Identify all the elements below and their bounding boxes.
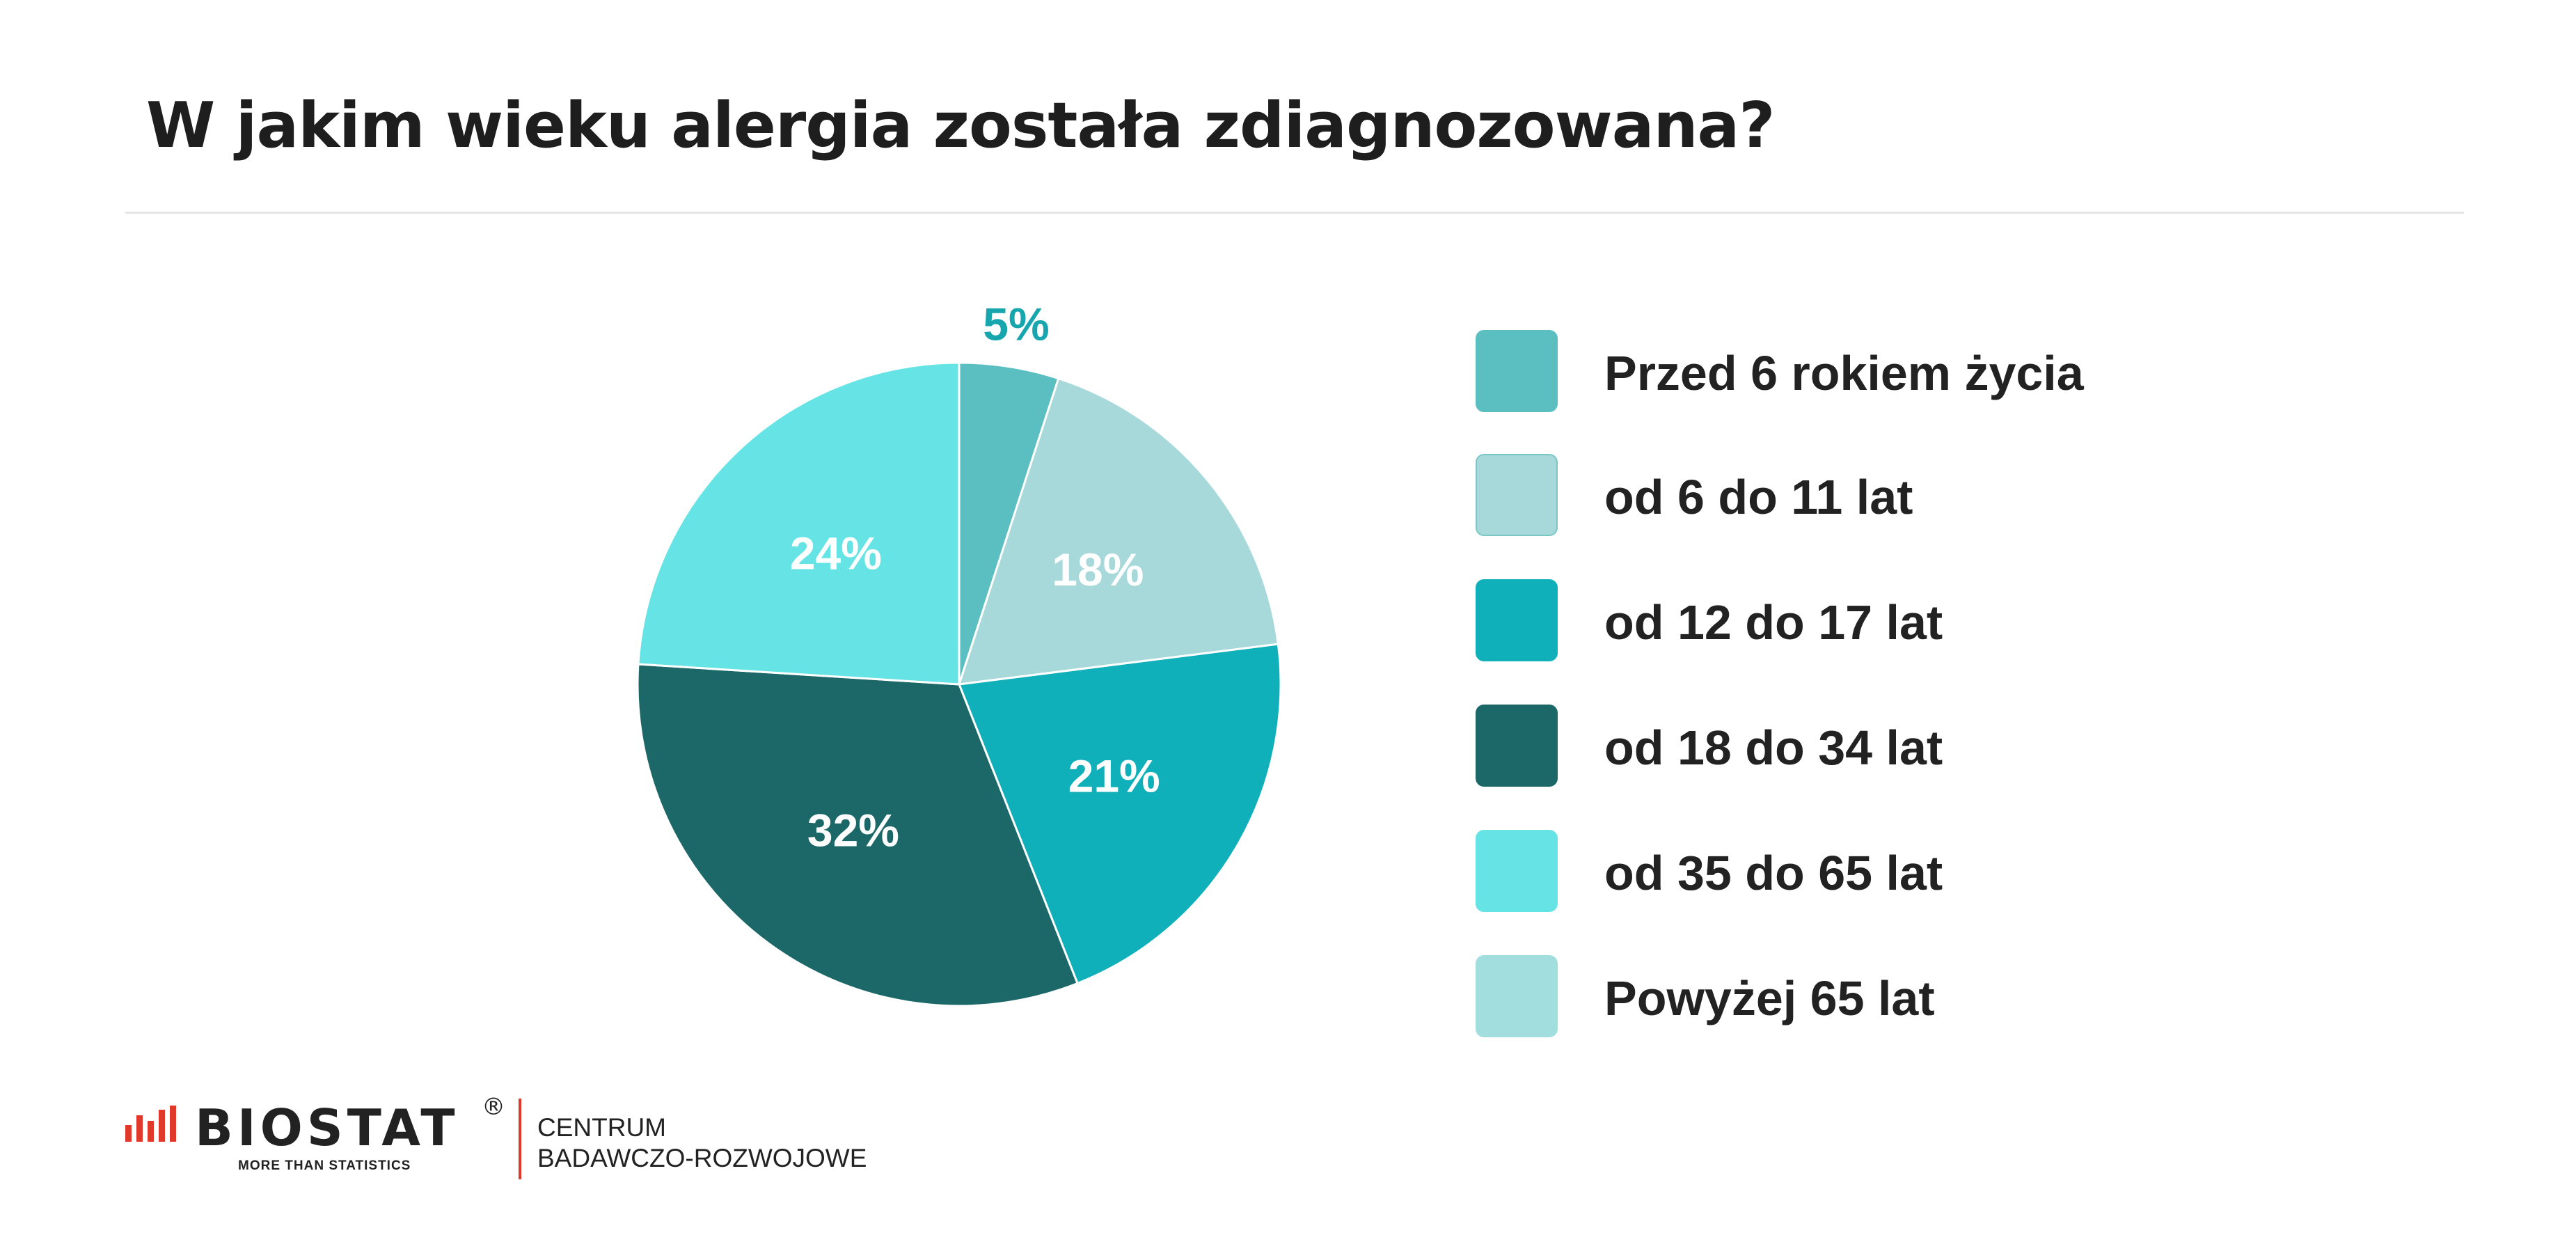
legend-item-35-65: od 35 do 65 lat (1476, 830, 2380, 913)
pie-slice-2 (957, 643, 1282, 985)
pie-slice-3 (636, 663, 1080, 1007)
pie-data-label-4: 24% (790, 527, 882, 579)
footer-divider (519, 1099, 521, 1179)
legend-label: od 18 do 34 lat (1604, 721, 1943, 775)
legend-label: od 12 do 17 lat (1604, 595, 1943, 650)
legend-item-powyzej-65: Powyżej 65 lat (1476, 955, 2380, 1039)
logo-wordmark: BIOSTAT (195, 1099, 459, 1157)
legend-item-12-17: od 12 do 17 lat (1476, 579, 2380, 663)
legend-swatch (1476, 955, 1558, 1037)
pie-data-label-2: 21% (1068, 750, 1160, 802)
legend-swatch (1476, 830, 1558, 912)
pie-slice-0 (958, 361, 1060, 685)
title-divider (125, 212, 2464, 214)
pie-slice-4 (637, 361, 961, 686)
registered-mark: ® (482, 1093, 505, 1121)
legend-item-przed-6: Przed 6 rokiem życia (1476, 330, 2380, 414)
logo-tagline: MORE THAN STATISTICS (238, 1158, 411, 1173)
pie-data-label-0: 5% (983, 298, 1049, 349)
pie-slice-1 (957, 377, 1280, 686)
legend-swatch (1476, 454, 1558, 536)
legend-item-6-11: od 6 do 11 lat (1476, 454, 2380, 537)
footer-subtitle-line2: BADAWCZO-ROZWOJOWE (537, 1144, 867, 1172)
legend-label: od 35 do 65 lat (1604, 846, 1943, 900)
pie-data-label-3: 32% (807, 804, 899, 856)
pie-data-label-1: 18% (1052, 544, 1144, 595)
chart-title: W jakim wieku alergia została zdiagnozow… (146, 89, 1775, 162)
legend-label: Przed 6 rokiem życia (1604, 346, 2084, 400)
footer-subtitle-line1: CENTRUM (537, 1113, 666, 1142)
legend-item-18-34: od 18 do 34 lat (1476, 705, 2380, 788)
legend-swatch (1476, 330, 1558, 412)
logo-bars-icon (125, 1106, 176, 1142)
biostat-logo: BIOSTAT ® MORE THAN STATISTICS (125, 1093, 515, 1184)
legend-swatch (1476, 705, 1558, 787)
legend-label: od 6 do 11 lat (1604, 470, 1913, 524)
legend-swatch (1476, 579, 1558, 661)
footer-subtitle: CENTRUM BADAWCZO-ROZWOJOWE (537, 1112, 867, 1174)
legend-label: Powyżej 65 lat (1604, 971, 1935, 1025)
